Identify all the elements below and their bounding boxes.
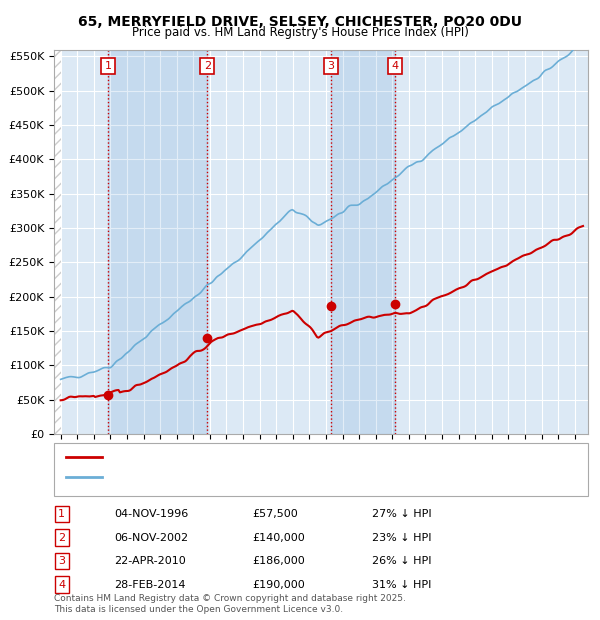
Text: 31% ↓ HPI: 31% ↓ HPI xyxy=(372,580,431,590)
Text: 06-NOV-2002: 06-NOV-2002 xyxy=(114,533,188,542)
Text: £140,000: £140,000 xyxy=(252,533,305,542)
Text: £186,000: £186,000 xyxy=(252,556,305,566)
Text: 3: 3 xyxy=(58,556,65,566)
Text: Contains HM Land Registry data © Crown copyright and database right 2025.
This d: Contains HM Land Registry data © Crown c… xyxy=(54,595,406,614)
Text: 2: 2 xyxy=(204,61,211,71)
Text: 1: 1 xyxy=(58,509,65,519)
Text: 65, MERRYFIELD DRIVE, SELSEY, CHICHESTER, PO20 0DU: 65, MERRYFIELD DRIVE, SELSEY, CHICHESTER… xyxy=(78,16,522,30)
Text: 26% ↓ HPI: 26% ↓ HPI xyxy=(372,556,431,566)
Text: 22-APR-2010: 22-APR-2010 xyxy=(114,556,186,566)
Bar xyxy=(52,50,65,434)
Text: £57,500: £57,500 xyxy=(252,509,298,519)
Bar xyxy=(108,50,208,434)
Text: HPI: Average price, semi-detached house, Chichester: HPI: Average price, semi-detached house,… xyxy=(108,472,373,482)
Bar xyxy=(52,50,61,434)
Text: 3: 3 xyxy=(328,61,335,71)
Text: £190,000: £190,000 xyxy=(252,580,305,590)
Text: 23% ↓ HPI: 23% ↓ HPI xyxy=(372,533,431,542)
Text: Price paid vs. HM Land Registry's House Price Index (HPI): Price paid vs. HM Land Registry's House … xyxy=(131,26,469,39)
Bar xyxy=(331,50,395,434)
Text: 27% ↓ HPI: 27% ↓ HPI xyxy=(372,509,431,519)
Text: 04-NOV-1996: 04-NOV-1996 xyxy=(114,509,188,519)
Text: 1: 1 xyxy=(104,61,112,71)
Text: 28-FEB-2014: 28-FEB-2014 xyxy=(114,580,185,590)
Text: 4: 4 xyxy=(58,580,65,590)
Text: 65, MERRYFIELD DRIVE, SELSEY, CHICHESTER, PO20 0DU (semi-detached house): 65, MERRYFIELD DRIVE, SELSEY, CHICHESTER… xyxy=(108,452,511,462)
Text: 4: 4 xyxy=(391,61,398,71)
Text: 2: 2 xyxy=(58,533,65,542)
